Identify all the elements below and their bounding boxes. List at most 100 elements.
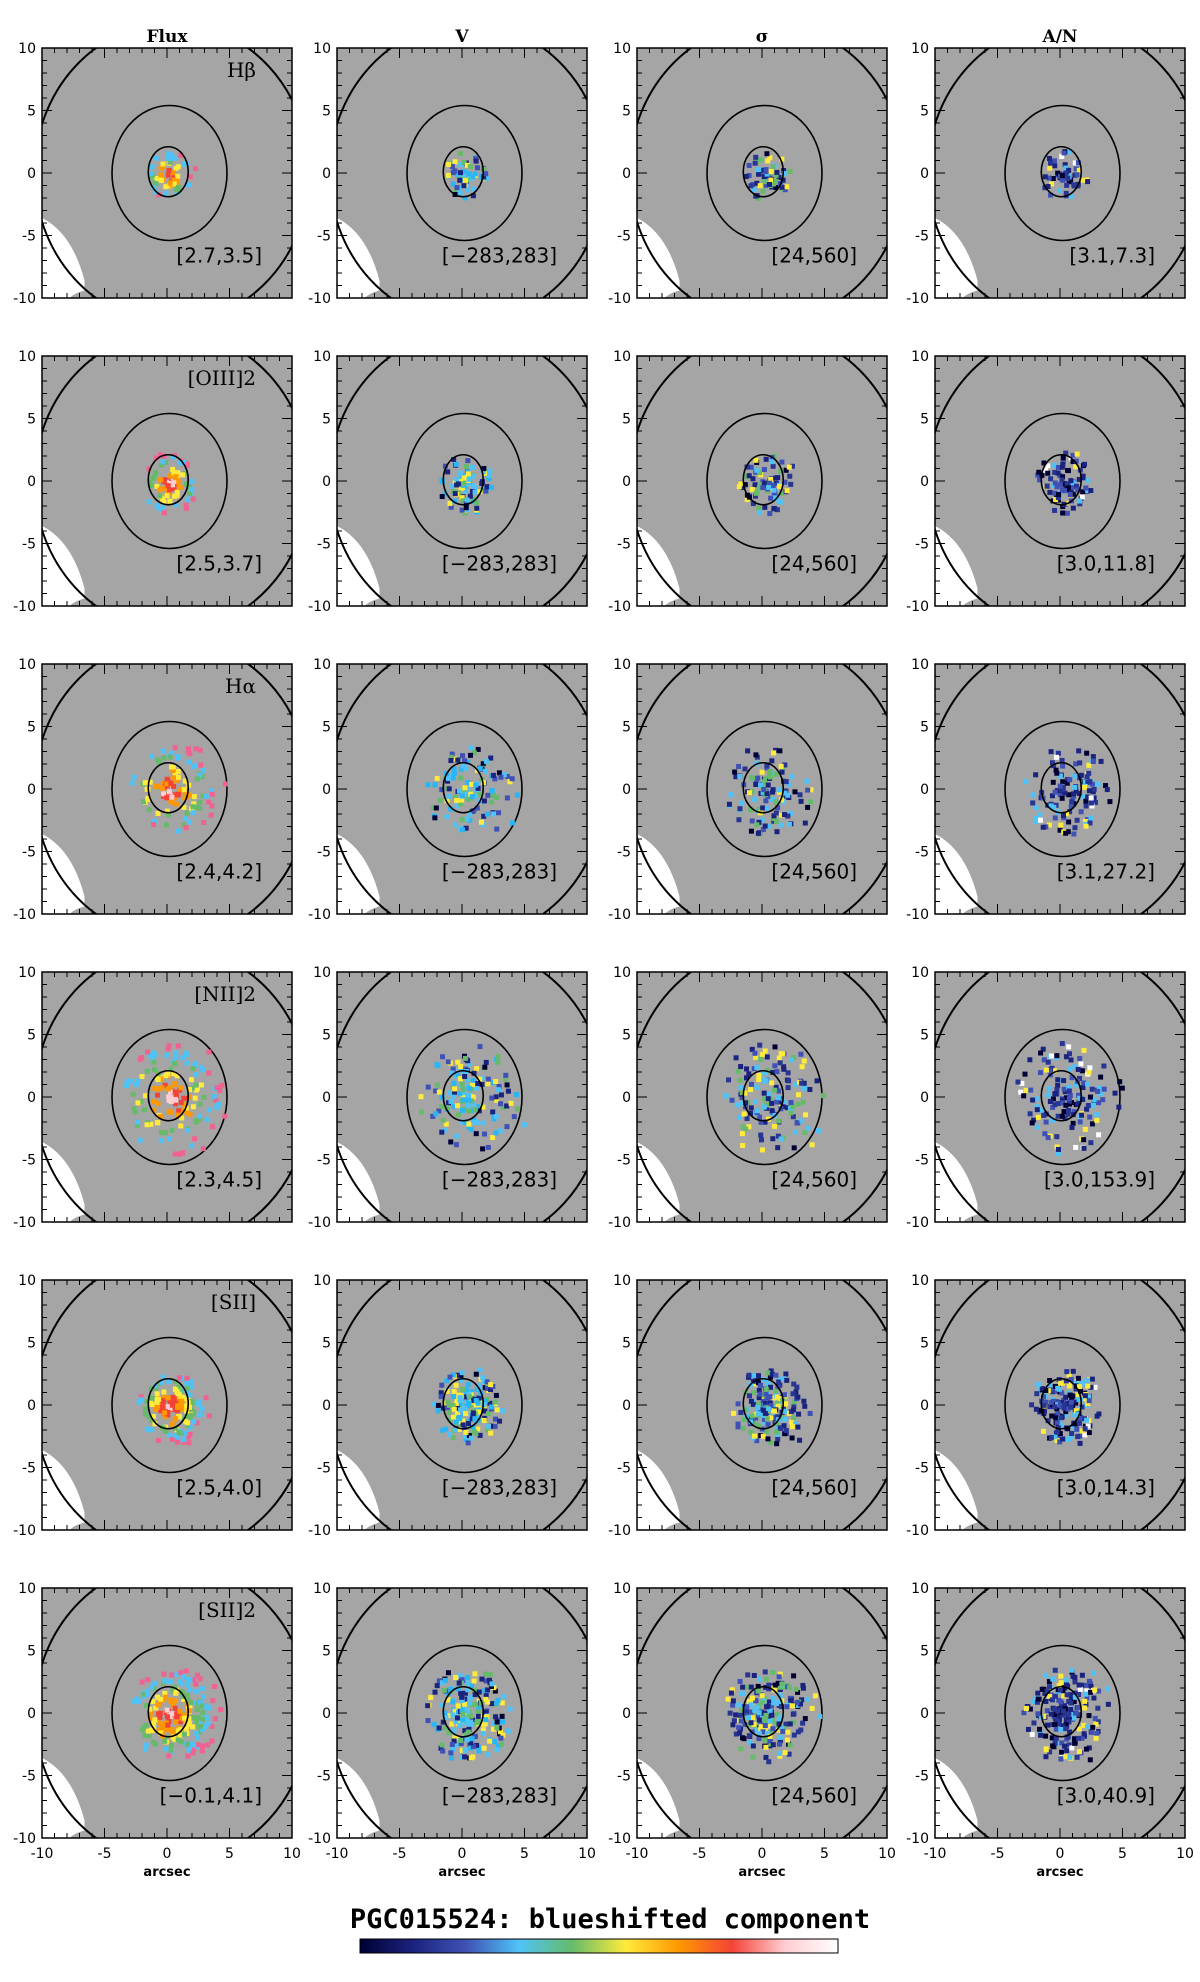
emission-pixel — [452, 159, 458, 165]
emission-pixel — [768, 168, 774, 174]
emission-pixel — [1069, 1075, 1075, 1081]
emission-pixel — [200, 1694, 206, 1700]
emission-pixel — [471, 750, 477, 756]
emission-pixel — [487, 1400, 493, 1406]
emission-pixel — [172, 1705, 178, 1711]
emission-pixel — [778, 1099, 784, 1105]
emission-pixel — [183, 505, 189, 511]
emission-pixel — [173, 474, 179, 480]
emission-pixel — [1045, 183, 1051, 189]
emission-pixel — [157, 1114, 163, 1120]
emission-pixel — [143, 1093, 149, 1099]
y-tick-label: -10 — [608, 1523, 631, 1539]
emission-pixel — [485, 1081, 491, 1087]
emission-pixel — [1052, 1102, 1058, 1108]
emission-pixel — [194, 776, 200, 782]
emission-pixel — [1063, 165, 1069, 171]
y-tick-label: -10 — [308, 1831, 331, 1847]
emission-pixel — [761, 786, 767, 792]
emission-pixel — [174, 489, 180, 495]
emission-pixel — [449, 1721, 455, 1727]
emission-pixel — [491, 1720, 497, 1726]
emission-pixel — [768, 476, 774, 482]
emission-pixel — [1084, 1378, 1090, 1384]
emission-pixel — [183, 1050, 189, 1056]
emission-pixel — [456, 1414, 462, 1420]
y-tick-label: 5 — [27, 104, 36, 120]
emission-pixel — [161, 1671, 167, 1677]
y-tick-label: -5 — [617, 537, 631, 553]
emission-pixel — [740, 1425, 746, 1431]
emission-pixel — [459, 1677, 465, 1683]
emission-pixel — [175, 755, 181, 761]
emission-pixel — [1061, 150, 1067, 156]
emission-pixel — [762, 1400, 768, 1406]
emission-pixel — [158, 1138, 164, 1144]
map-content — [637, 664, 887, 914]
emission-pixel — [773, 475, 779, 481]
emission-pixel — [488, 1430, 494, 1436]
range-label: [3.1,27.2] — [1057, 860, 1155, 884]
emission-pixel — [146, 466, 152, 472]
emission-pixel — [193, 1730, 199, 1736]
emission-pixel — [1059, 176, 1065, 182]
emission-pixel — [438, 1390, 444, 1396]
emission-pixel — [1076, 167, 1082, 173]
emission-pixel — [1076, 476, 1082, 482]
emission-pixel — [496, 1084, 502, 1090]
emission-pixel — [172, 155, 178, 161]
emission-pixel — [186, 792, 192, 798]
emission-pixel — [445, 469, 451, 475]
y-tick-label: 5 — [622, 104, 631, 120]
emission-pixel — [776, 1055, 782, 1061]
emission-pixel — [185, 1127, 191, 1133]
emission-pixel — [733, 1055, 739, 1061]
emission-pixel — [749, 487, 755, 493]
emission-pixel — [453, 822, 459, 828]
emission-pixel — [792, 1129, 798, 1135]
emission-pixel — [451, 1738, 457, 1744]
emission-pixel — [1078, 1380, 1084, 1386]
emission-pixel — [1052, 1434, 1058, 1440]
emission-pixel — [757, 183, 763, 189]
emission-pixel — [219, 1082, 225, 1088]
emission-pixel — [466, 171, 472, 177]
y-tick-label: 0 — [322, 1090, 331, 1106]
emission-pixel — [1097, 1091, 1103, 1097]
emission-pixel — [809, 1142, 815, 1148]
emission-pixel — [144, 786, 150, 792]
emission-pixel — [222, 1113, 228, 1119]
y-tick-label: 5 — [322, 1644, 331, 1660]
emission-pixel — [175, 1043, 181, 1049]
emission-pixel — [1079, 177, 1085, 183]
emission-pixel — [468, 1127, 474, 1133]
emission-pixel — [163, 460, 169, 466]
emission-pixel — [177, 1719, 183, 1725]
middle-contour — [1004, 1028, 1121, 1166]
emission-pixel — [770, 483, 776, 489]
emission-pixel — [1064, 1369, 1070, 1375]
emission-pixel — [152, 1421, 158, 1427]
emission-pixel — [749, 1413, 755, 1419]
emission-pixel — [1059, 1113, 1065, 1119]
emission-pixel — [1079, 1112, 1085, 1118]
emission-pixel — [457, 470, 463, 476]
y-tick-label: -5 — [22, 845, 36, 861]
emission-pixel — [459, 1377, 465, 1383]
emission-pixel — [499, 1713, 505, 1719]
emission-pixel — [466, 1097, 472, 1103]
emission-pixel — [186, 182, 192, 188]
emission-pixel — [206, 1413, 212, 1419]
emission-pixel — [1051, 763, 1057, 769]
emission-pixel — [146, 807, 152, 813]
emission-pixel — [1076, 1406, 1082, 1412]
emission-pixel — [148, 171, 154, 177]
y-tick-label: -5 — [317, 229, 331, 245]
emission-pixel — [791, 1381, 797, 1387]
emission-pixel — [186, 1404, 192, 1410]
emission-pixel — [161, 1697, 167, 1703]
emission-pixel — [1095, 781, 1101, 787]
emission-pixel — [766, 1406, 772, 1412]
emission-pixel — [471, 1429, 477, 1435]
